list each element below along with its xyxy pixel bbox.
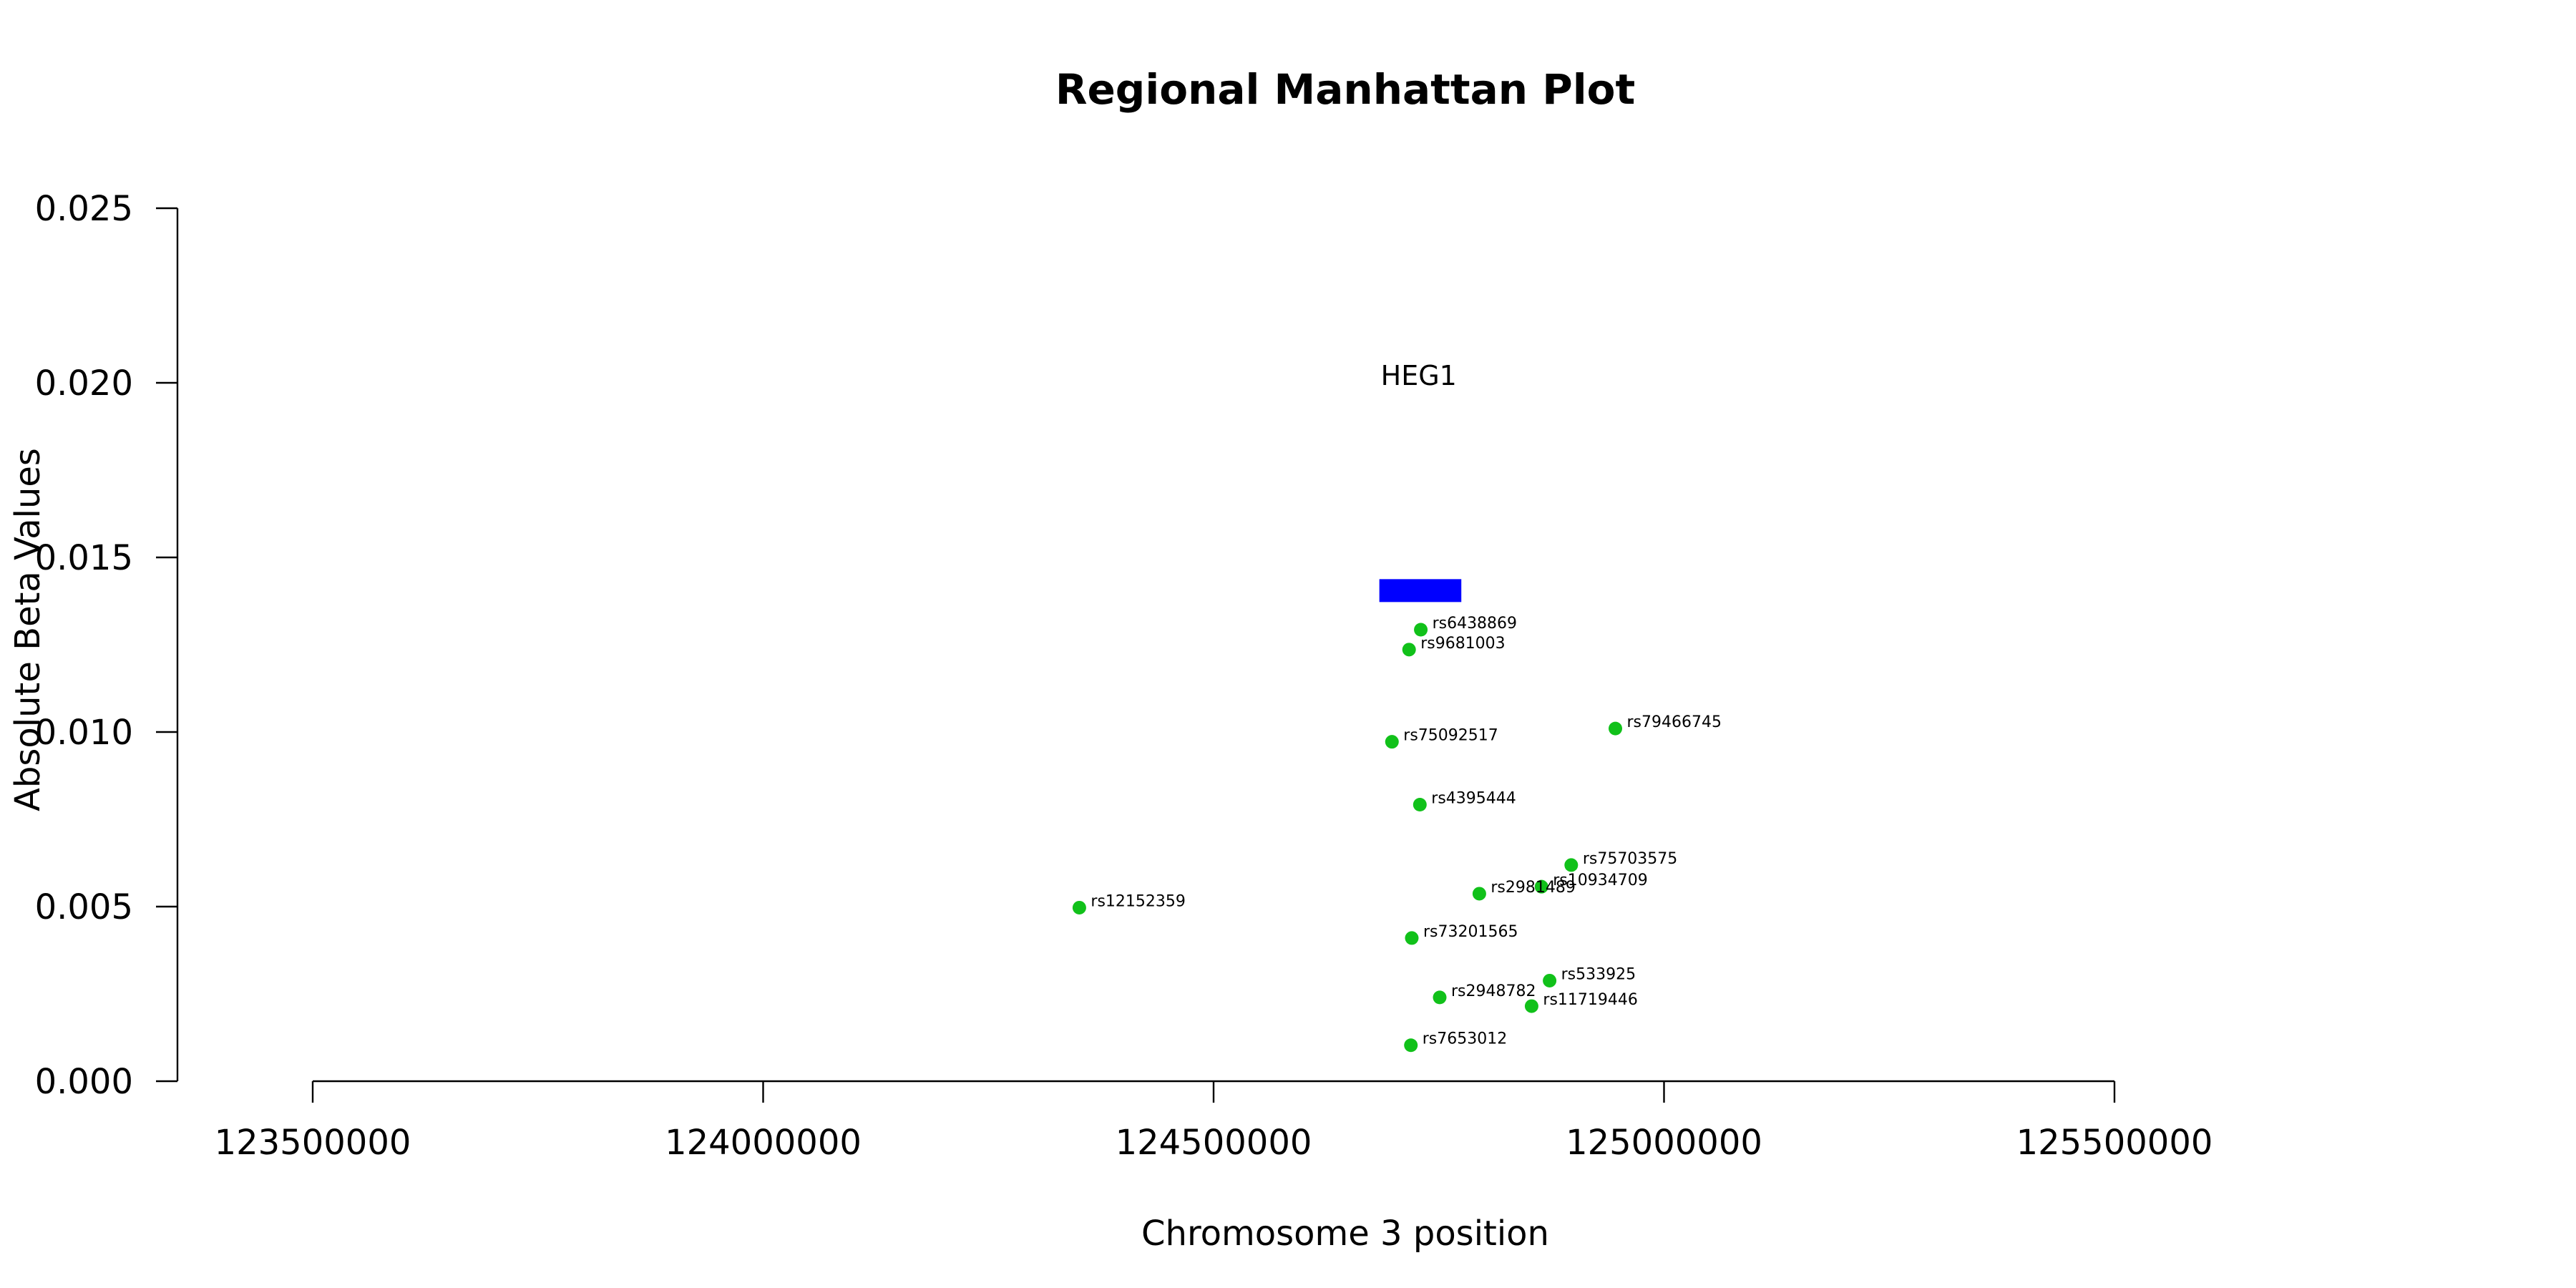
x-tick-label: 125500000 <box>2016 1123 2213 1163</box>
snp-label: rs2948782 <box>1451 982 1536 1000</box>
y-tick-label: 0.000 <box>35 1062 133 1102</box>
snp-label: rs11719446 <box>1543 991 1637 1009</box>
snp-point <box>1543 973 1557 987</box>
snp-point <box>1404 1038 1418 1053</box>
snp-point <box>1413 798 1427 812</box>
x-axis-title: Chromosome 3 position <box>1141 1214 1549 1254</box>
x-tick-label: 124000000 <box>665 1123 862 1163</box>
x-tick-label: 123500000 <box>215 1123 411 1163</box>
snp-point <box>1402 643 1416 657</box>
y-tick-label: 0.015 <box>35 538 133 578</box>
snp-label: rs7653012 <box>1423 1030 1508 1048</box>
chart-title: Regional Manhattan Plot <box>1055 65 1635 114</box>
y-tick-label: 0.010 <box>35 713 133 753</box>
snp-label: rs75092517 <box>1403 727 1498 745</box>
snp-label: rs75703575 <box>1583 850 1677 868</box>
snp-label: rs6438869 <box>1433 615 1517 633</box>
snp-point <box>1072 900 1086 914</box>
snp-label: rs79466745 <box>1627 713 1722 731</box>
y-axis-title: Absolute Beta Values <box>8 448 48 811</box>
snp-point <box>1405 931 1419 945</box>
snp-label: rs12152359 <box>1091 892 1185 910</box>
x-axis: 123500000 124000000 124500000 125000000 1255… <box>215 1080 2213 1163</box>
snp-point <box>1385 735 1399 749</box>
gene-track: HEG1 <box>1379 360 1462 602</box>
y-tick-label: 0.025 <box>35 189 133 229</box>
snp-point <box>1609 721 1623 736</box>
y-axis: 0.000 0.005 0.010 0.015 0.020 0.025 <box>35 189 179 1102</box>
snp-point <box>1564 858 1579 872</box>
snp-point <box>1534 879 1548 894</box>
x-tick-label: 124500000 <box>1116 1123 1312 1163</box>
snp-label: rs2981489 <box>1491 879 1576 897</box>
y-tick-label: 0.020 <box>35 364 133 404</box>
y-tick-label: 0.005 <box>35 887 133 927</box>
snp-label: rs9681003 <box>1420 635 1506 653</box>
snp-label: rs10934709 <box>1553 872 1647 889</box>
snp-point <box>1414 623 1428 637</box>
snp-label: rs533925 <box>1561 965 1636 983</box>
gene-label: HEG1 <box>1381 360 1457 391</box>
snp-label: rs4395444 <box>1431 790 1516 808</box>
snp-label: rs73201565 <box>1423 923 1518 941</box>
snp-point <box>1524 999 1538 1013</box>
snp-point <box>1472 887 1486 901</box>
gene-bar <box>1379 579 1462 602</box>
snp-point <box>1433 990 1447 1005</box>
x-tick-label: 125000000 <box>1566 1123 1762 1163</box>
snp-points: rs6438869 rs9681003 rs75092517 rs79466745 rs… <box>1072 615 1722 1053</box>
